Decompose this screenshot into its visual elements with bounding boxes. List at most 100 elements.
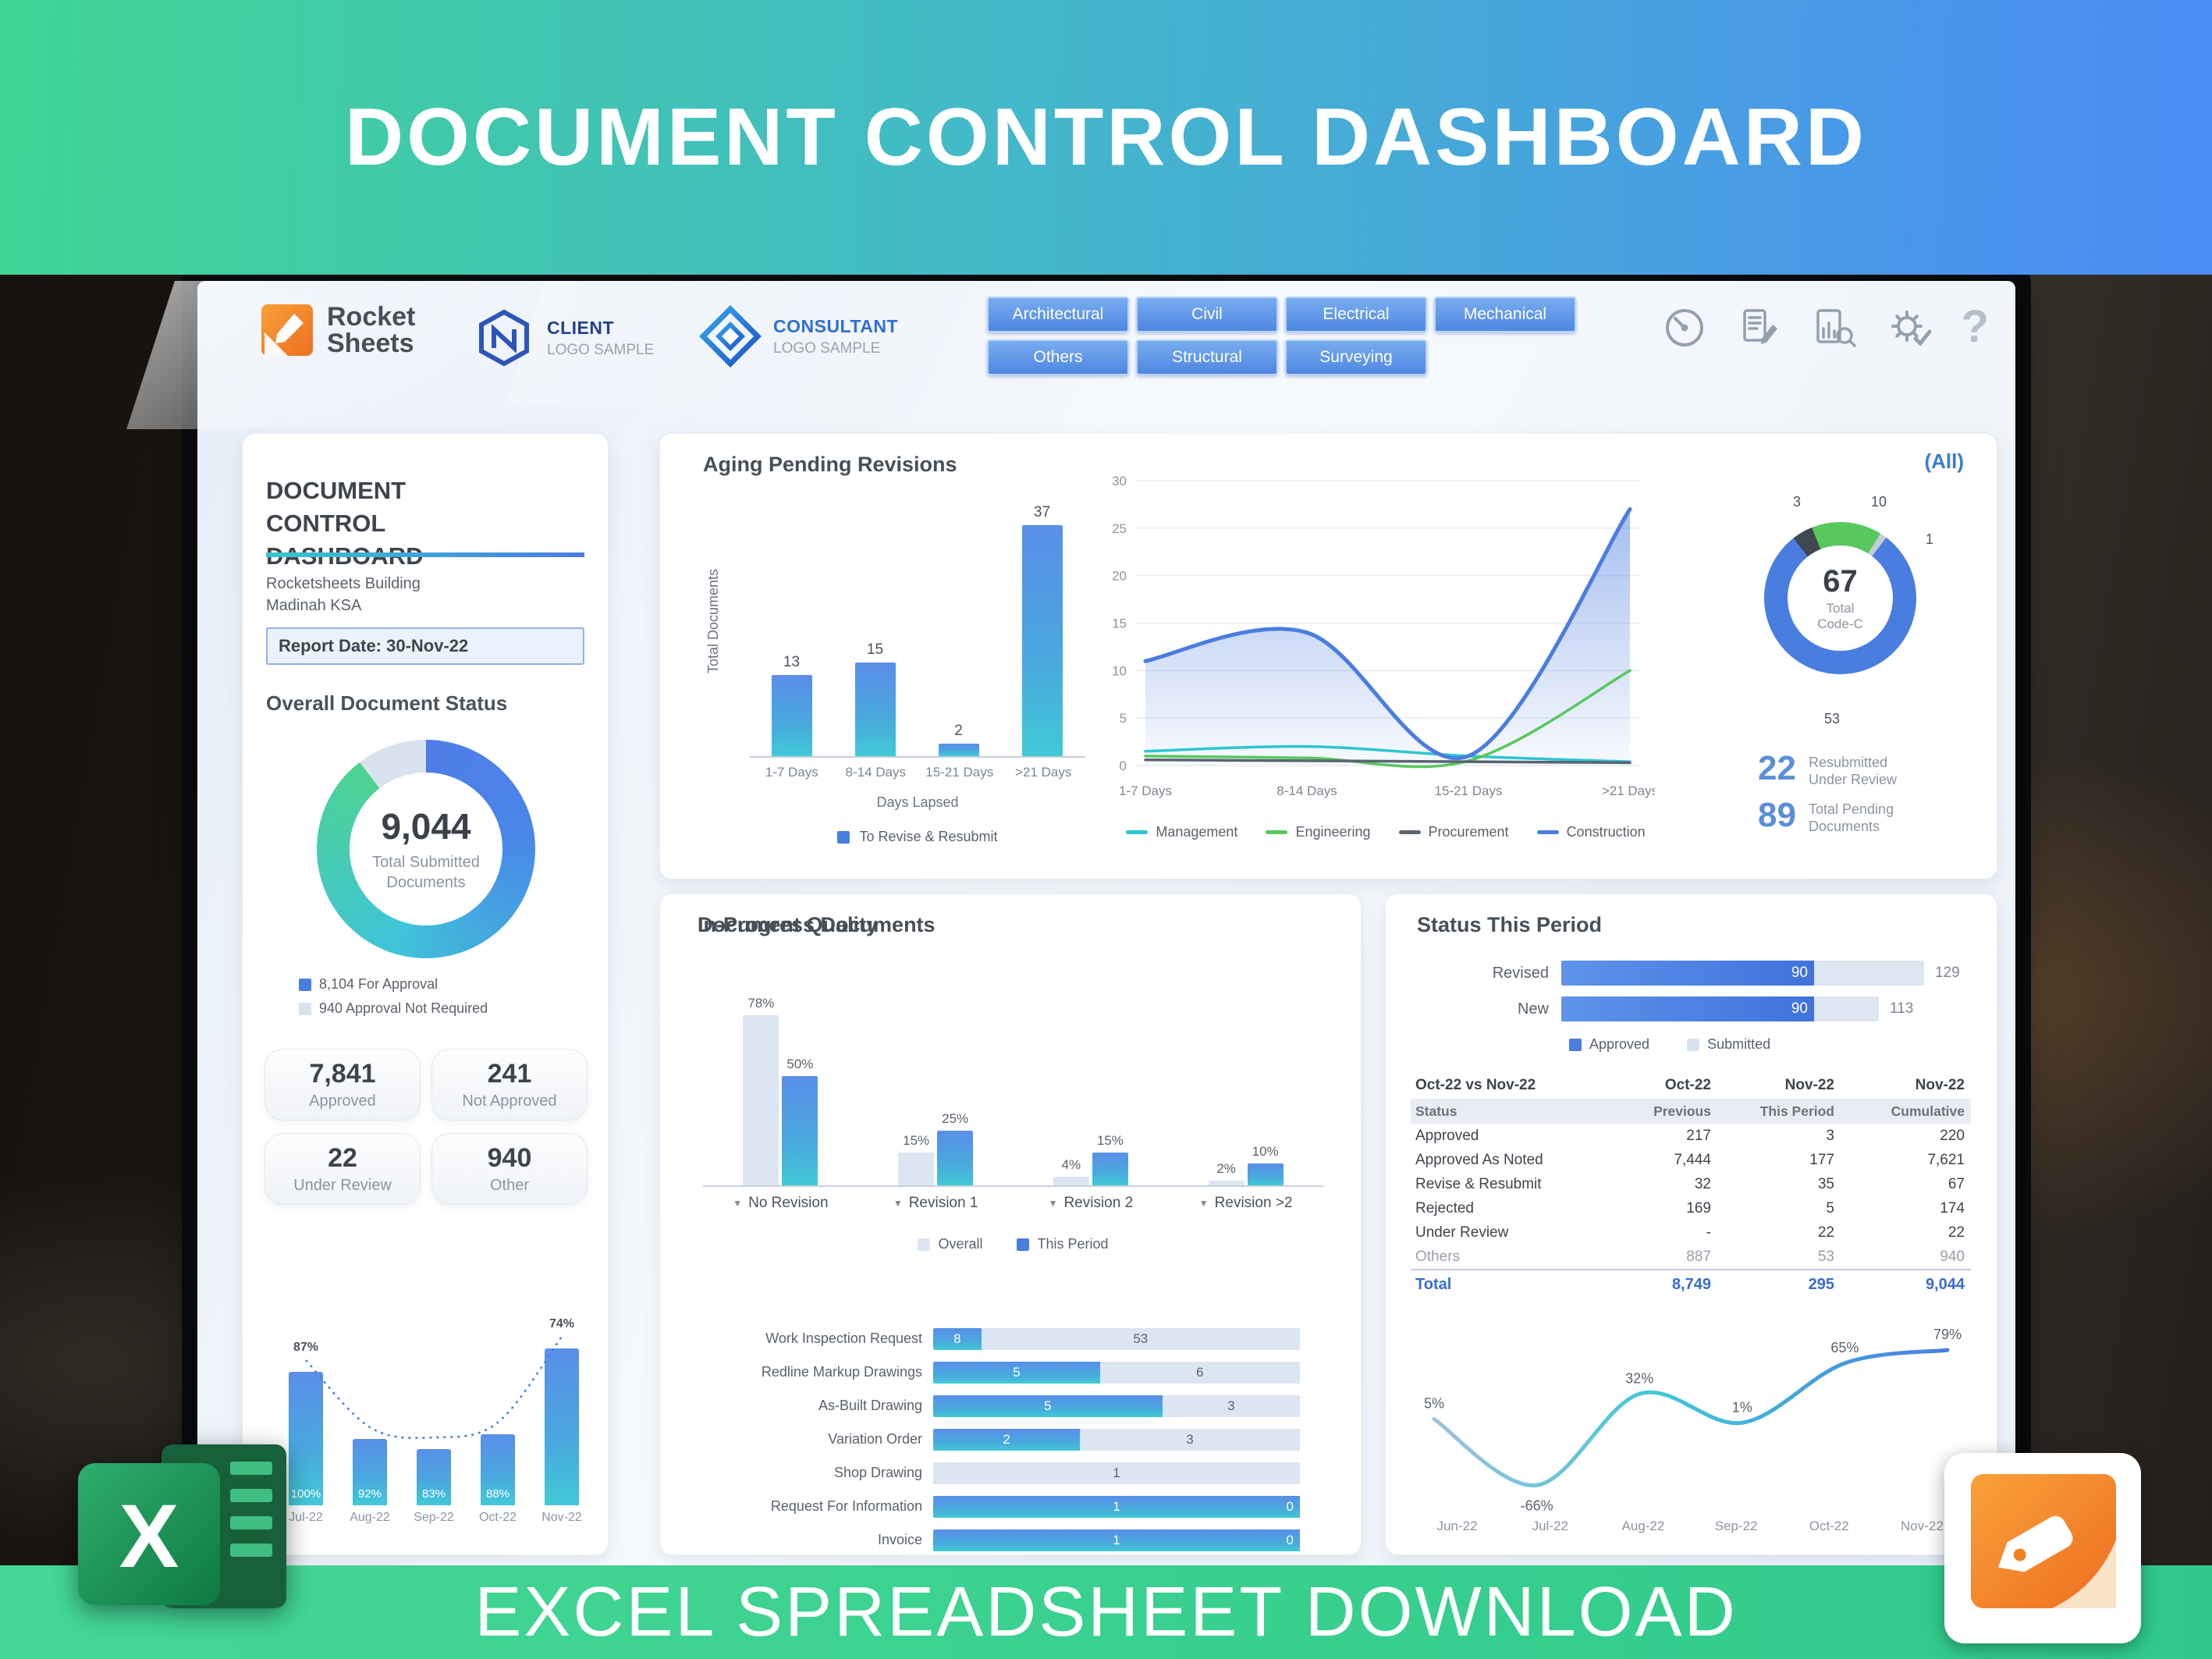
stat-card-not-approved: 241 Not Approved	[431, 1049, 588, 1121]
segment-overall: 3	[1080, 1428, 1300, 1451]
segment-value: 5	[1013, 1364, 1021, 1380]
filter-civil[interactable]: Civil	[1136, 297, 1278, 332]
consultant-logo: CONSULTANT LOGO SAMPLE	[698, 304, 898, 368]
report-edit-icon[interactable]	[1737, 304, 1782, 350]
filter-row-2: Others Structural Surveying	[987, 339, 1576, 375]
filter-architectural[interactable]: Architectural	[987, 297, 1129, 332]
filter-others[interactable]: Others	[987, 339, 1129, 375]
bar-value: 90	[1791, 964, 1808, 981]
y-axis-label: Total Documents	[705, 568, 721, 674]
client-logo-subtitle: LOGO SAMPLE	[547, 341, 655, 358]
filter-surveying[interactable]: Surveying	[1285, 339, 1427, 375]
rocketsheets-corner-icon	[1971, 1474, 2116, 1608]
month-label: Jul-22	[289, 1511, 323, 1524]
legend-item: Overall	[918, 1236, 982, 1252]
stat-value: 940	[487, 1143, 532, 1173]
table-subheader-row: Status Previous This Period Cumulative	[1411, 1099, 1971, 1124]
cell: 887	[1686, 1248, 1711, 1265]
filter-mechanical[interactable]: Mechanical	[1434, 297, 1576, 332]
legend-swatch	[299, 978, 311, 991]
report-date-box[interactable]: Report Date: 30-Nov-22	[266, 627, 584, 665]
kpi-value: 89	[1758, 796, 1796, 834]
filter-arrow-icon[interactable]: ▼	[1198, 1198, 1209, 1209]
column-header: Cumulative	[1891, 1103, 1965, 1119]
segment-this-period: 5	[933, 1361, 1100, 1384]
category-label: ▼ Revision 1	[858, 1195, 1014, 1212]
footer-title: EXCEL SPREADSHEET DOWNLOAD	[474, 1572, 1738, 1651]
month-label: Aug-22	[350, 1511, 390, 1524]
kpi-label-line: Resubmitted	[1809, 755, 1888, 770]
legend-label: Submitted	[1707, 1036, 1771, 1052]
stat-label: Under Review	[293, 1177, 392, 1194]
quality-bar-chart: 78% 50% 15% 25% 4% 15% 2% 10%	[703, 957, 1323, 1187]
segment-value: 3	[1227, 1398, 1235, 1413]
category-label: ▼ Revision >2	[1168, 1195, 1323, 1212]
consultant-logo-subtitle: LOGO SAMPLE	[773, 339, 881, 357]
quality-group: 78% 50%	[741, 996, 819, 1185]
quality-legend: Overall This Period	[703, 1236, 1323, 1252]
legend-swatch	[837, 830, 850, 844]
mini-bar: 92%	[353, 1439, 387, 1505]
bar-value: 2%	[1216, 1161, 1236, 1176]
series-marker	[1266, 830, 1288, 834]
bar-value: 90	[1791, 1000, 1808, 1017]
row-label: Invoice	[877, 1532, 922, 1547]
segment-label: 10	[1871, 494, 1887, 510]
total-value: 129	[1935, 964, 1960, 981]
period-bar	[1092, 1153, 1128, 1185]
panel-title: Aging Pending Revisions	[703, 453, 957, 476]
row-label: Redline Markup Drawings	[761, 1364, 922, 1380]
aging-bar-chart: 13 15 2 37	[750, 503, 1085, 758]
dashboard-header: Rocket Sheets CLIENT LOGO SAMPLE CON	[197, 281, 2015, 402]
total-value: 113	[1890, 1000, 1914, 1017]
series-line-engineering	[1144, 669, 1631, 769]
filter-arrow-icon[interactable]: ▼	[733, 1198, 743, 1209]
gauge-icon[interactable]	[1662, 304, 1707, 350]
settings-gear-icon[interactable]	[1887, 304, 1932, 350]
cell: 177	[1809, 1151, 1834, 1168]
category-label: 8-14 Days	[1276, 783, 1337, 798]
table-header-row: Oct-22 vs Nov-22 Oct-22 Nov-22 Nov-22	[1411, 1072, 1971, 1099]
panel-title: Document Quality	[698, 913, 879, 936]
row-label: As-Built Drawing	[818, 1398, 922, 1413]
panel-title: DOCUMENT CONTROL DASHBOARD	[266, 477, 424, 570]
progress-row: Redline Markup Drawings 5 6	[676, 1355, 1339, 1389]
filter-arrow-icon[interactable]: ▼	[893, 1198, 903, 1209]
location: Madinah KSA	[266, 597, 362, 614]
table-row: Approved 217 3 220	[1411, 1124, 1971, 1148]
tick-label: 20	[1112, 569, 1127, 584]
category-text: Revision >2	[1214, 1195, 1293, 1211]
category-label: >21 Days	[1602, 783, 1655, 798]
overall-bar-column: 15%	[897, 1133, 936, 1185]
help-icon[interactable]: ?	[1961, 301, 1989, 352]
progress-row: Work Inspection Request 8 53	[676, 1322, 1339, 1355]
section-title: In-Progress Documents	[698, 913, 936, 936]
excel-x-glyph: X	[119, 1487, 179, 1586]
segment-value: 8	[953, 1330, 961, 1346]
filter-arrow-icon[interactable]: ▼	[1048, 1198, 1058, 1209]
segment-overall: 1	[933, 1462, 1300, 1484]
overall-bar	[1053, 1177, 1089, 1185]
filter-electrical[interactable]: Electrical	[1285, 297, 1427, 332]
mini-bar	[545, 1348, 579, 1505]
report-review-icon[interactable]	[1812, 304, 1857, 350]
segment-value: 2	[1003, 1431, 1010, 1447]
slicer-all-label[interactable]: (All)	[1924, 449, 1964, 473]
status-stat-cards: 7,841 Approved 241 Not Approved 22 Under Revi…	[265, 1049, 588, 1205]
approved-bar: 90	[1561, 961, 1814, 986]
kpi-value: 22	[1758, 749, 1796, 787]
row-label: Shop Drawing	[833, 1465, 922, 1480]
column-month: Nov-22	[1915, 1077, 1965, 1093]
progress-row: Invoice 1 0	[676, 1523, 1339, 1557]
bar	[771, 675, 812, 756]
legend-label: To Revise & Resubmit	[859, 829, 998, 844]
x-axis-label: Days Lapsed	[876, 794, 959, 810]
table-total-row: Total 8,749 295 9,044	[1411, 1269, 1971, 1298]
column-month: Nov-22	[1784, 1077, 1834, 1093]
kpi: 22 Resubmitted Under Review	[1737, 749, 1994, 788]
donut-center: 67 Total Code-C	[1788, 545, 1893, 651]
legend-label: Construction	[1566, 824, 1646, 840]
filter-structural[interactable]: Structural	[1136, 339, 1278, 375]
